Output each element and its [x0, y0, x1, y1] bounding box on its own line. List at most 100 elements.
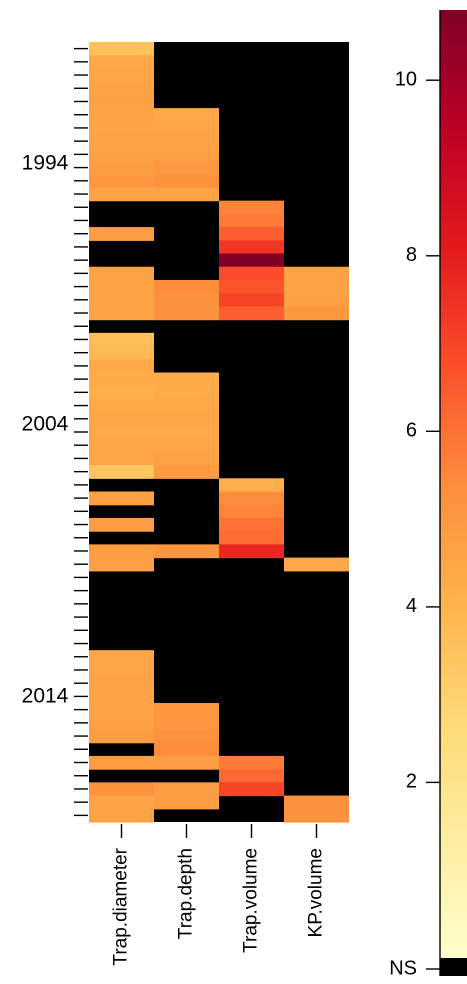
heatmap-cell	[89, 266, 154, 281]
heatmap-cell	[89, 359, 154, 374]
colorbar-tick-label: 10	[395, 68, 417, 90]
heatmap-cell	[154, 544, 219, 559]
heatmap-cell	[89, 703, 154, 717]
heatmap-cell	[219, 293, 284, 308]
heatmap-cell	[89, 491, 154, 506]
year-label: 1994	[22, 152, 69, 175]
heatmap-cell	[89, 42, 154, 56]
heatmap-cell	[89, 782, 154, 797]
heatmap-cell	[89, 676, 154, 691]
heatmap-cell	[89, 227, 154, 241]
heatmap-cell	[89, 663, 154, 678]
heatmap-cell	[89, 346, 154, 360]
heatmap-cell	[154, 385, 219, 400]
heatmap-cell	[154, 293, 219, 308]
heatmap-cell	[154, 412, 219, 426]
heatmap-cell	[154, 121, 219, 136]
heatmap-cell	[284, 557, 349, 572]
heatmap-cell	[154, 465, 219, 479]
heatmap-cell	[89, 385, 154, 400]
heatmap-cell	[219, 200, 284, 215]
heatmap-cell	[89, 332, 154, 347]
heatmap-cell	[89, 160, 154, 175]
heatmap-cell	[219, 504, 284, 519]
heatmap-cell	[89, 293, 154, 308]
heatmap-cell	[89, 81, 154, 96]
heatmap-cell	[89, 306, 154, 321]
column-labels: Trap.diameter Trap.depth Trap.volume KP.vol…	[111, 847, 327, 965]
colorbar-tick-label: 4	[406, 595, 417, 617]
heatmap-cell	[284, 279, 349, 294]
heatmap-cell	[154, 187, 219, 202]
heatmap-cell	[154, 795, 219, 810]
heatmap-cell	[154, 147, 219, 162]
heatmap-cell	[154, 782, 219, 797]
column-label: Trap.depth	[176, 848, 197, 939]
heatmap-cell	[219, 769, 284, 783]
heatmap-cell	[154, 703, 219, 717]
heatmap-cell	[284, 266, 349, 281]
heatmap-cell	[89, 279, 154, 294]
heatmap-cell	[89, 68, 154, 83]
heatmap-cell	[89, 755, 154, 770]
heatmap-cell	[154, 438, 219, 453]
heatmap-cell	[219, 491, 284, 506]
heatmap-cell	[89, 465, 154, 479]
column-label: Trap.volume	[241, 848, 262, 953]
heatmap-cell	[154, 451, 219, 466]
heatmap-cell	[89, 398, 154, 413]
colorbar-gradient	[440, 10, 467, 958]
heatmap-cell	[89, 134, 154, 149]
heatmap-cell	[154, 716, 219, 731]
heatmap-cell	[284, 795, 349, 810]
colorbar-tick-label: 2	[406, 771, 417, 793]
colorbar-tick-label: 8	[406, 244, 417, 266]
heatmap-cell	[89, 174, 154, 189]
heatmap-cell	[89, 438, 154, 453]
heatmap-cell	[89, 94, 154, 109]
heatmap-cell	[89, 121, 154, 136]
heatmap-cell	[219, 253, 284, 268]
colorbar: 2 4 6 8 10 NS	[389, 10, 467, 979]
heatmap-cells	[89, 42, 349, 823]
row-tick-marks	[74, 47, 88, 817]
heatmap-cell	[89, 372, 154, 387]
heatmap-cell	[154, 108, 219, 122]
heatmap-cell	[284, 808, 349, 823]
heatmap-cell	[154, 755, 219, 770]
year-label: 2004	[22, 413, 69, 436]
column-label: KP.volume	[306, 848, 327, 937]
heatmap-cell	[219, 544, 284, 559]
heatmap-cell	[154, 174, 219, 189]
heatmap-cell	[219, 782, 284, 797]
heatmap-cell	[154, 372, 219, 387]
heatmap-cell	[154, 742, 219, 757]
column-label: Trap.diameter	[111, 847, 132, 965]
heatmap-cell	[89, 451, 154, 466]
heatmap-cell	[284, 306, 349, 321]
heatmap-cell	[89, 425, 154, 440]
heatmap-cell	[89, 187, 154, 202]
year-label: 2014	[22, 685, 69, 708]
heatmap-cell	[89, 108, 154, 122]
heatmap-cell	[219, 517, 284, 532]
heatmap-cell	[219, 227, 284, 241]
heatmap-cell	[219, 213, 284, 228]
heatmap-cell	[154, 134, 219, 149]
heatmap-cell	[219, 266, 284, 281]
heatmap-cell	[154, 398, 219, 413]
colorbar-ns-label: NS	[389, 957, 417, 979]
heatmap-cell	[154, 306, 219, 321]
year-tick-labels: 1994 2004 2014	[22, 152, 69, 708]
column-tick-marks	[120, 824, 318, 838]
heatmap-cell	[89, 716, 154, 731]
heatmap-cell	[154, 160, 219, 175]
heatmap-cell	[89, 729, 154, 744]
heatmap-cell	[219, 306, 284, 321]
heatmap-cell	[219, 279, 284, 294]
heatmap-cell	[284, 293, 349, 308]
colorbar-ns-swatch	[440, 958, 467, 976]
heatmap-cell	[89, 795, 154, 810]
heatmap-cell	[89, 517, 154, 532]
